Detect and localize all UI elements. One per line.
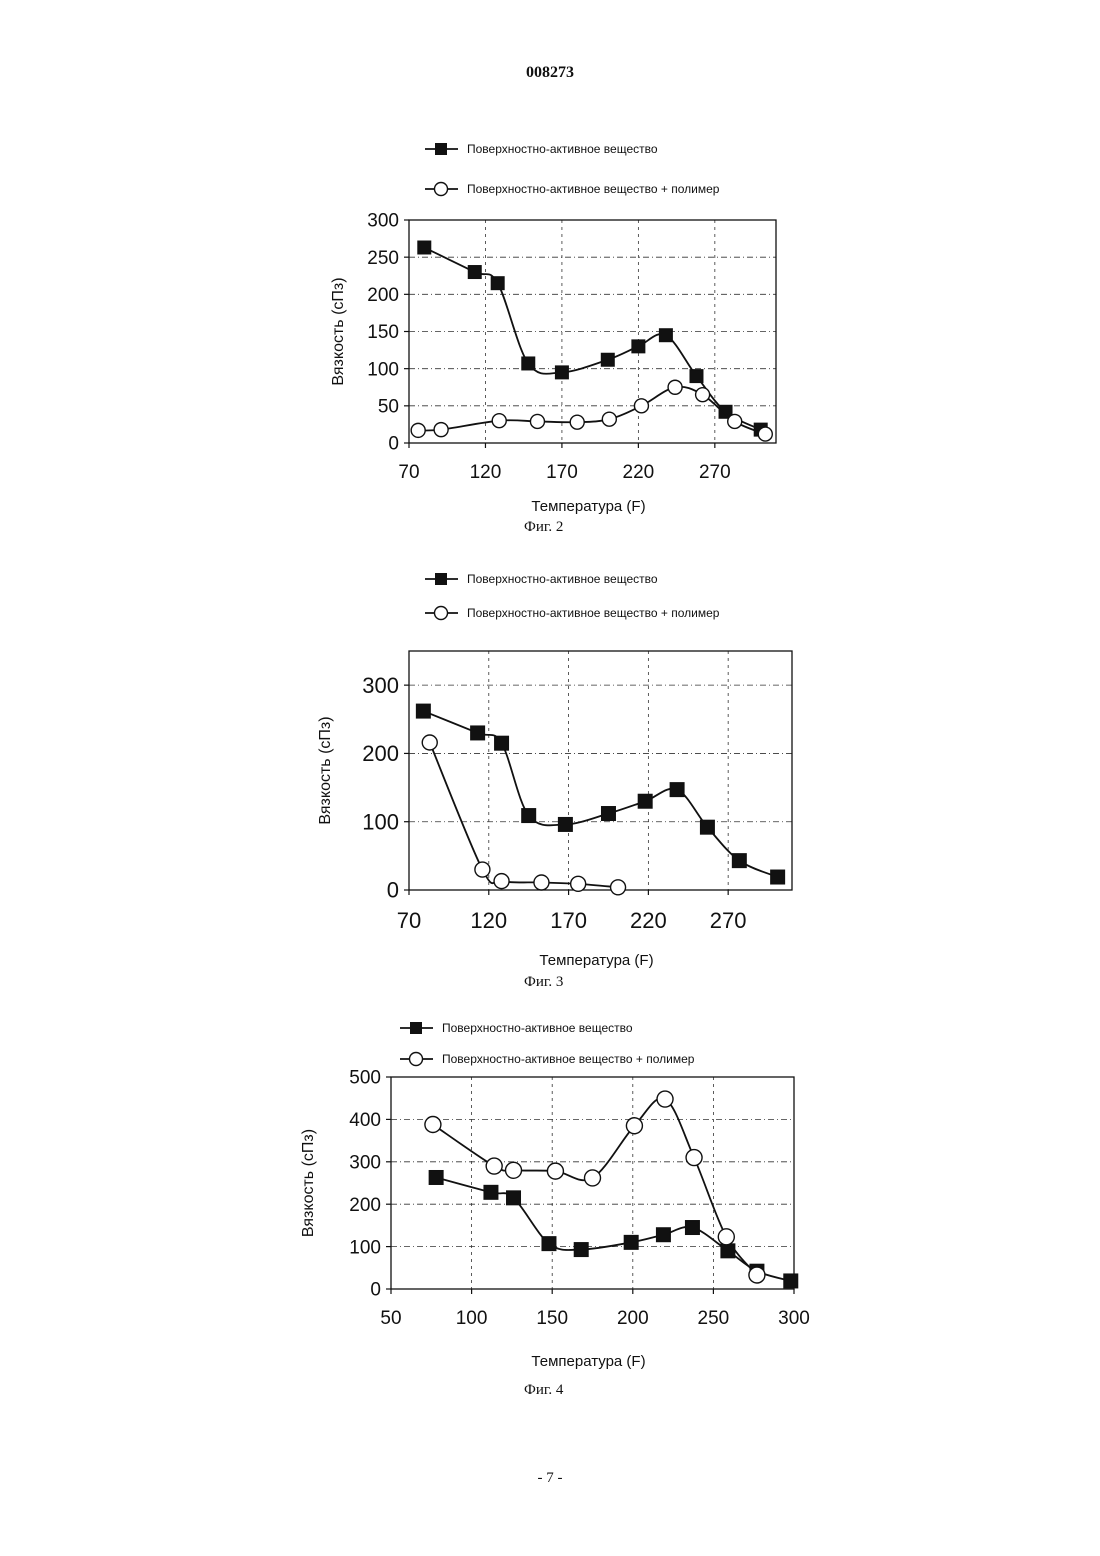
- y-tick-label: 300: [349, 1152, 381, 1173]
- y-axis-label: Вязкость (сПз): [300, 1129, 317, 1237]
- x-tick-label: 200: [617, 1308, 649, 1329]
- y-tick-label: 400: [349, 1110, 381, 1131]
- data-point-square: [784, 1274, 798, 1288]
- data-point-square: [484, 1185, 498, 1199]
- chart-fig-4: Поверхностно-активное вещество Поверхност…: [0, 0, 1100, 1380]
- data-point-square: [656, 1228, 670, 1242]
- y-tick-label: 500: [349, 1068, 381, 1089]
- y-tick-label: 100: [349, 1237, 381, 1258]
- data-point-square: [624, 1235, 638, 1249]
- legend-marker-circle: [410, 1053, 423, 1066]
- legend-marker-square: [411, 1023, 422, 1034]
- data-point-circle: [626, 1118, 642, 1134]
- y-tick-label: 0: [370, 1280, 381, 1301]
- data-point-square: [574, 1243, 588, 1257]
- data-point-circle: [425, 1116, 441, 1132]
- data-point-circle: [585, 1170, 601, 1186]
- data-point-square: [685, 1221, 699, 1235]
- x-tick-label: 150: [536, 1308, 568, 1329]
- figure-caption-4: Фиг. 4: [524, 1382, 563, 1399]
- data-point-square: [429, 1170, 443, 1184]
- data-point-circle: [718, 1229, 734, 1245]
- data-point-square: [507, 1191, 521, 1205]
- data-point-square: [542, 1237, 556, 1251]
- data-point-circle: [657, 1091, 673, 1107]
- x-axis-label: Температура (F): [531, 1353, 645, 1370]
- legend-label: Поверхностно-активное вещество: [442, 1021, 633, 1035]
- legend-label: Поверхностно-активное вещество + полимер: [442, 1052, 695, 1066]
- data-point-circle: [749, 1267, 765, 1283]
- data-point-circle: [506, 1162, 522, 1178]
- x-tick-label: 50: [380, 1308, 401, 1329]
- page-number: - 7 -: [0, 1470, 1100, 1487]
- y-tick-label: 200: [349, 1195, 381, 1216]
- x-tick-label: 250: [698, 1308, 730, 1329]
- x-tick-label: 100: [456, 1308, 488, 1329]
- x-tick-label: 300: [778, 1308, 810, 1329]
- data-point-circle: [686, 1150, 702, 1166]
- data-point-circle: [547, 1163, 563, 1179]
- data-point-circle: [486, 1158, 502, 1174]
